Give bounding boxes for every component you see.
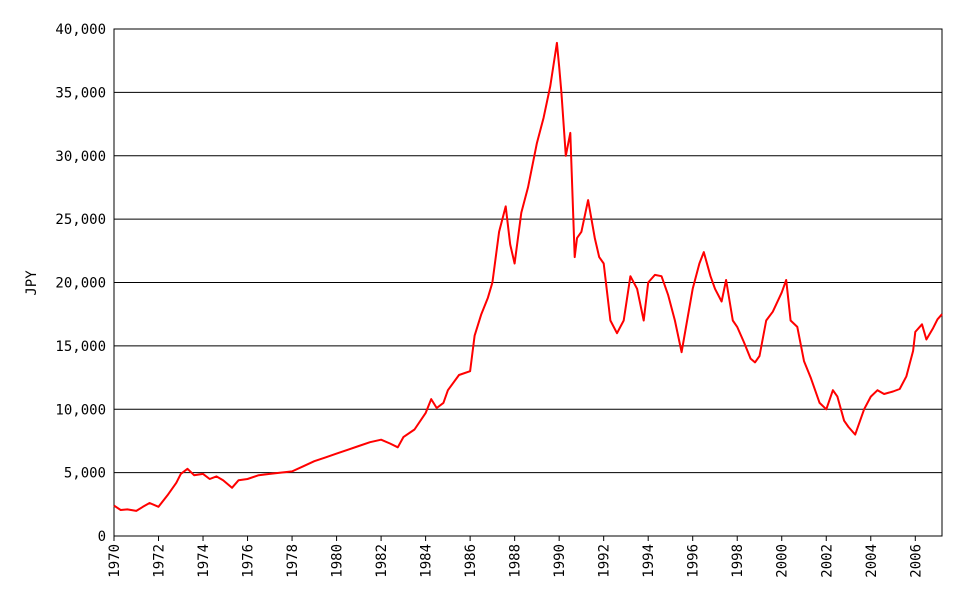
x-tick-label: 1996 xyxy=(686,544,702,578)
x-tick-label: 2004 xyxy=(864,544,880,578)
y-tick-label: 15,000 xyxy=(55,339,106,355)
y-tick-label: 20,000 xyxy=(55,276,106,292)
x-tick-label: 1984 xyxy=(419,544,435,578)
x-tick-label: 2000 xyxy=(775,544,791,578)
x-tick-label: 1994 xyxy=(641,544,657,578)
y-tick-label: 0 xyxy=(98,529,106,545)
x-tick-label: 1972 xyxy=(152,544,168,578)
x-axis-ticks: 1970 1972 1974 1976 1978 1980 1982 1984 1986 1988… xyxy=(107,536,924,578)
series-line xyxy=(113,41,943,512)
x-tick-label: 1978 xyxy=(285,544,301,578)
y-tick-label: 30,000 xyxy=(55,149,106,165)
x-tick-label: 1976 xyxy=(241,544,257,578)
y-tick-label: 10,000 xyxy=(55,402,106,418)
plot-frame xyxy=(113,28,943,537)
x-tick-label: 1992 xyxy=(597,544,613,578)
y-axis-label: JPY xyxy=(24,270,40,296)
x-tick-label: 1986 xyxy=(463,544,479,578)
y-axis-ticks: 0 5,000 10,000 15,000 20,000 25,000 30,000 35,0… xyxy=(55,22,106,545)
x-tick-label: 1980 xyxy=(330,544,346,578)
x-tick-label: 2006 xyxy=(908,544,924,578)
x-tick-label: 2002 xyxy=(819,544,835,578)
y-tick-label: 5,000 xyxy=(64,466,106,482)
y-tick-label: 35,000 xyxy=(55,85,106,101)
gridlines xyxy=(114,91,942,474)
y-tick-label: 40,000 xyxy=(55,22,106,38)
x-tick-label: 1982 xyxy=(374,544,390,578)
x-tick-label: 1970 xyxy=(107,544,123,578)
y-tick-label: 25,000 xyxy=(55,212,106,228)
x-tick-label: 1974 xyxy=(196,544,212,578)
x-tick-label: 1990 xyxy=(552,544,568,578)
x-tick-label: 1998 xyxy=(730,544,746,578)
x-tick-label: 1988 xyxy=(508,544,524,578)
